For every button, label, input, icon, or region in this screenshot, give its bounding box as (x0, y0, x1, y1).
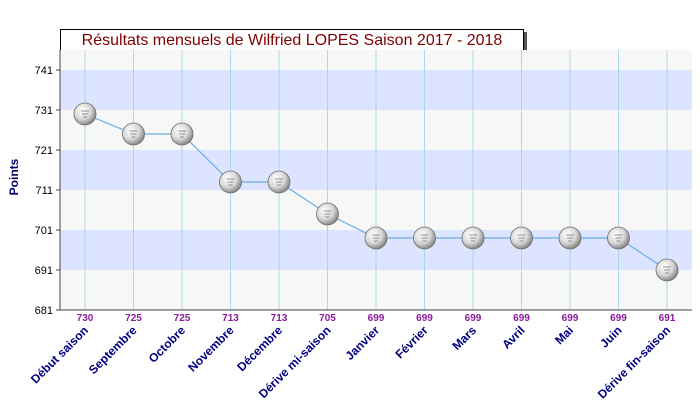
y-tick-label: 731 (35, 105, 53, 117)
data-value-label: 725 (125, 313, 142, 324)
y-tick-label: 721 (35, 145, 53, 157)
data-value-label: 699 (416, 313, 433, 324)
data-point (413, 226, 436, 250)
data-point (461, 226, 485, 250)
data-point (364, 226, 388, 250)
x-category-label: Janvier (343, 323, 383, 363)
data-point (267, 170, 291, 194)
data-point (316, 202, 339, 226)
y-tick-label: 741 (35, 65, 53, 77)
data-value-label: 699 (513, 313, 530, 324)
data-value-label: 725 (174, 313, 191, 324)
data-point (170, 122, 194, 146)
data-point (122, 122, 145, 146)
data-value-label: 730 (77, 313, 94, 324)
data-value-label: 713 (222, 313, 239, 324)
data-value-label: 699 (465, 313, 482, 324)
x-category-label: Début saison (28, 323, 91, 386)
x-category-label: Décembre (234, 323, 285, 374)
chart-title: Résultats mensuels de Wilfried LOPES Sai… (81, 32, 503, 49)
y-tick-label: 711 (35, 185, 53, 197)
data-point (558, 226, 582, 250)
x-category-label: Mars (449, 323, 479, 353)
data-value-label: 713 (271, 313, 288, 324)
x-category-label: Février (392, 323, 430, 361)
y-tick-label: 701 (35, 225, 53, 237)
data-value-label: 691 (659, 313, 676, 324)
data-value-label: 705 (319, 313, 336, 324)
data-value-label: 699 (610, 313, 627, 324)
data-value-label: 699 (368, 313, 385, 324)
y-tick-label: 681 (35, 305, 53, 317)
x-category-label: Septembre (86, 323, 140, 377)
data-value-label: 699 (562, 313, 579, 324)
chart-title-box: Résultats mensuels de Wilfried LOPES Sai… (60, 29, 524, 51)
data-point (219, 170, 242, 194)
x-category-label: Octobre (146, 323, 189, 366)
x-category-label: Novembre (185, 323, 237, 375)
x-category-label: Avril (499, 323, 527, 351)
y-tick-label: 691 (35, 265, 53, 277)
x-category-label: Mai (552, 323, 576, 347)
data-point (655, 258, 679, 282)
data-point (607, 226, 630, 250)
x-category-label: Juin (597, 323, 624, 350)
data-point (510, 226, 533, 250)
data-point (73, 102, 97, 126)
